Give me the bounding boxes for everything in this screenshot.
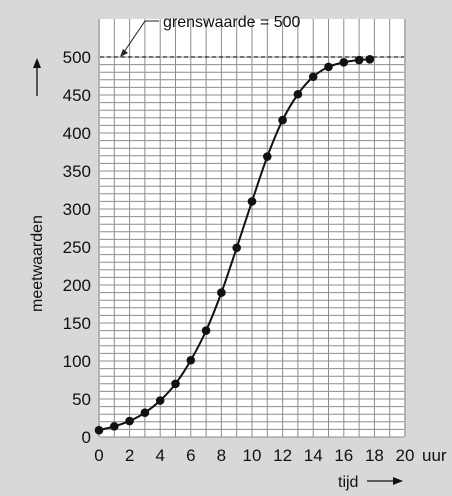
- data-point: [186, 355, 196, 365]
- y-tick-label: 400: [63, 124, 91, 143]
- data-point: [247, 197, 257, 206]
- y-axis-label: meetwaarden: [29, 215, 46, 312]
- x-tick-label: 4: [155, 446, 164, 465]
- y-tick-label: 150: [63, 314, 91, 333]
- data-point: [217, 288, 226, 297]
- data-point: [94, 425, 104, 435]
- data-point: [263, 152, 272, 161]
- x-axis-arrow-icon: [367, 477, 403, 485]
- x-tick-labels: 0 2 4 6 8 10 12 14 16 18 20: [94, 446, 414, 465]
- y-tick-labels: 0 50 100 150 200 250 300 350 400 450 500: [63, 48, 91, 447]
- limit-leader: [123, 20, 146, 53]
- y-axis-arrow-icon: [33, 58, 41, 96]
- x-tick-label: 18: [365, 446, 384, 465]
- limit-annotation: grenswaarde = 500: [120, 14, 301, 57]
- data-points: [94, 54, 375, 435]
- x-tick-label: 10: [243, 446, 262, 465]
- x-tick-label: 0: [94, 446, 103, 465]
- y-tick-label: 50: [72, 390, 91, 409]
- x-tick-label: 14: [304, 446, 323, 465]
- y-tick-label: 350: [63, 162, 91, 181]
- data-point: [201, 326, 211, 335]
- data-point: [155, 396, 165, 405]
- x-unit-label: uur: [422, 446, 447, 465]
- data-point: [354, 55, 364, 65]
- x-tick-label: 20: [396, 446, 415, 465]
- y-tick-label: 100: [63, 352, 91, 371]
- x-tick-label: 16: [334, 446, 353, 465]
- data-point: [308, 72, 318, 82]
- x-tick-label: 8: [217, 446, 226, 465]
- data-point: [339, 58, 349, 67]
- data-point: [171, 379, 180, 389]
- y-tick-label: 300: [63, 200, 91, 219]
- data-point: [140, 408, 150, 417]
- data-point: [110, 422, 119, 431]
- x-axis-label: tijd: [338, 474, 358, 491]
- y-tick-label: 200: [63, 276, 91, 295]
- data-point: [232, 243, 241, 253]
- data-point: [278, 115, 287, 125]
- grid: [98, 19, 406, 438]
- y-tick-label: 450: [63, 86, 91, 105]
- data-point: [125, 416, 134, 426]
- y-tick-label: 500: [63, 48, 91, 67]
- x-tick-label: 12: [273, 446, 292, 465]
- limit-arrowhead-icon: [120, 49, 128, 57]
- x-tick-label: 2: [125, 446, 134, 465]
- data-point: [365, 54, 375, 64]
- data-point: [324, 62, 333, 72]
- limit-label: grenswaarde = 500: [163, 14, 301, 31]
- x-tick-label: 6: [186, 446, 195, 465]
- data-point: [293, 89, 303, 99]
- y-tick-label: 0: [82, 428, 91, 447]
- y-tick-label: 250: [63, 238, 91, 257]
